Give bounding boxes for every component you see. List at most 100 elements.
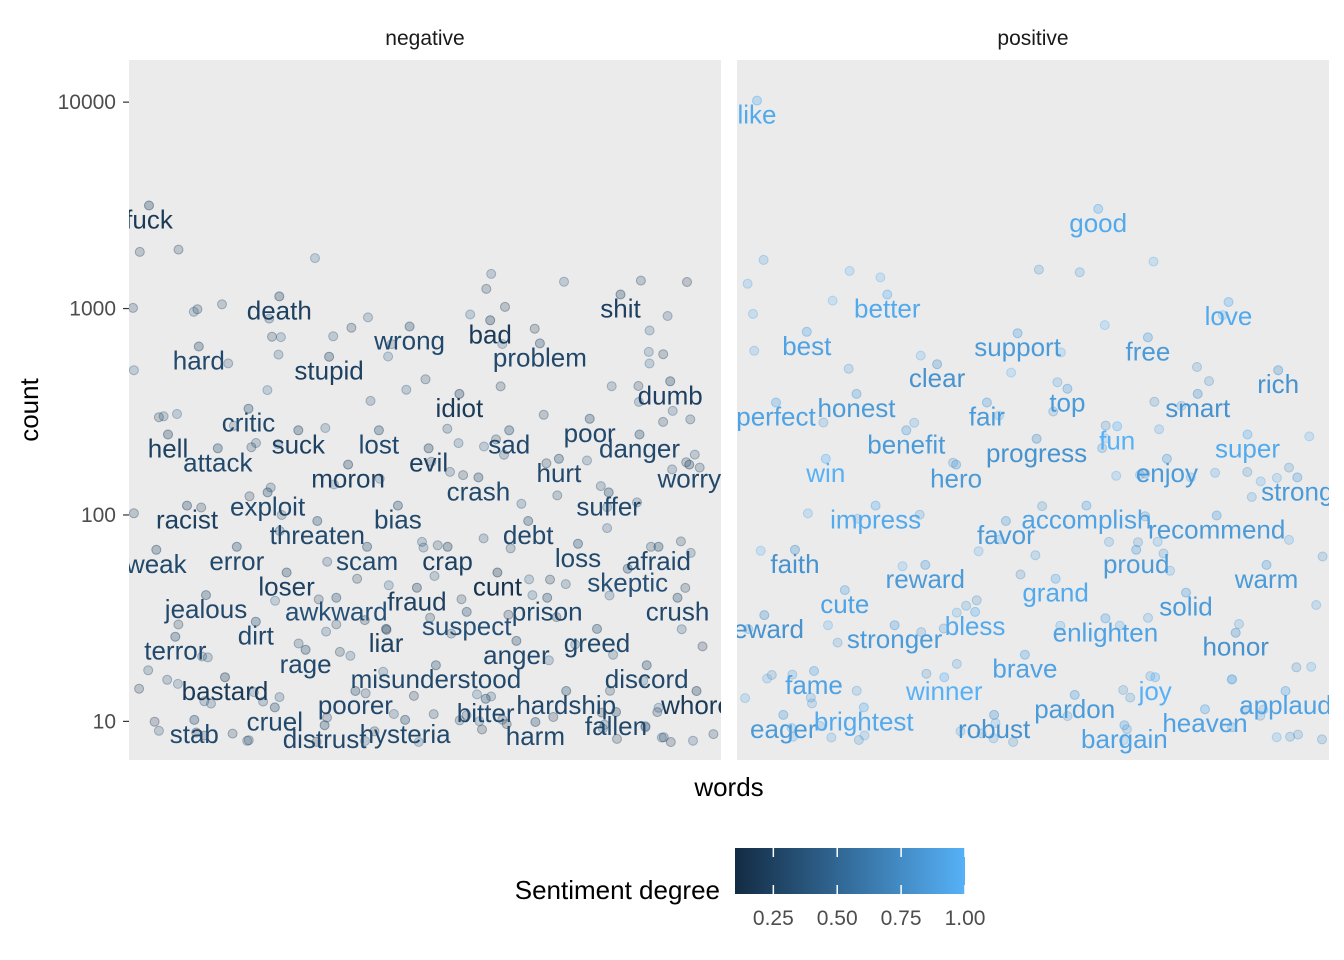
word-marker <box>373 425 384 436</box>
word-marker <box>201 590 211 601</box>
word-point-free: free <box>1125 332 1170 366</box>
word-marker <box>665 376 676 387</box>
word-point-suck: suck <box>272 425 326 459</box>
word-point-good: good <box>1069 203 1127 238</box>
background-point <box>228 420 239 431</box>
word-marker <box>243 403 254 414</box>
word-label: bad <box>469 319 512 349</box>
word-point-benefit: benefit <box>867 425 946 459</box>
background-point <box>543 655 554 666</box>
background-point <box>417 536 427 547</box>
word-label: evil <box>409 447 448 477</box>
word-marker <box>392 500 403 511</box>
word-label: heaven <box>1162 708 1247 738</box>
word-marker <box>1200 704 1210 715</box>
background-point <box>352 573 363 584</box>
background-point <box>570 639 581 650</box>
word-marker <box>480 693 491 704</box>
word-marker <box>182 500 192 511</box>
word-label: hysteria <box>360 719 452 749</box>
background-point <box>360 688 371 699</box>
word-label: sad <box>488 429 530 459</box>
background-point <box>921 668 932 679</box>
negative-background-points <box>129 244 719 747</box>
background-point <box>274 692 285 703</box>
background-point <box>638 675 649 686</box>
background-point <box>378 666 389 677</box>
word-label: crash <box>447 476 511 506</box>
word-label: attack <box>183 447 253 477</box>
word-label: win <box>805 458 845 488</box>
word-point-worry: worry <box>657 459 721 494</box>
word-label: idiot <box>436 393 484 423</box>
word-marker <box>430 660 441 671</box>
background-point <box>1284 462 1294 473</box>
word-point-fraud: fraud <box>387 582 447 617</box>
word-marker <box>473 472 484 483</box>
word-marker <box>274 291 285 302</box>
word-marker <box>324 351 335 362</box>
background-point <box>973 546 984 557</box>
background-point <box>559 276 569 287</box>
word-point-bless: bless <box>945 606 1005 641</box>
word-label: brightest <box>814 706 914 736</box>
background-point <box>456 594 467 605</box>
background-point <box>606 381 617 392</box>
word-label: moron <box>311 464 385 494</box>
word-point-bastard: bastard <box>182 672 268 706</box>
word-point-win: win <box>805 453 845 488</box>
background-point <box>162 674 173 685</box>
negative-labeled-words: fuck bad death shit wrong hard problem stupid du… <box>125 200 721 754</box>
background-point <box>359 615 370 626</box>
word-point-pardon: pardon <box>1034 689 1115 724</box>
background-point <box>1114 620 1125 631</box>
background-point <box>173 244 184 255</box>
word-label: weak <box>125 549 188 579</box>
background-point <box>1210 467 1221 478</box>
background-point <box>275 332 286 343</box>
background-point <box>685 414 696 425</box>
background-point <box>676 624 687 635</box>
word-point-liar: liar <box>369 623 404 658</box>
word-marker <box>759 610 770 621</box>
word-label: crap <box>422 546 473 576</box>
background-point <box>633 396 644 407</box>
word-label: hardship <box>516 690 616 720</box>
word-label: fallen <box>585 711 647 741</box>
word-label: grand <box>1022 578 1089 608</box>
background-point <box>265 482 276 493</box>
word-point-accomplish: accomplish <box>1021 500 1151 535</box>
background-point <box>646 541 656 552</box>
word-marker <box>423 443 434 454</box>
word-marker <box>300 644 311 655</box>
background-point <box>1226 674 1237 685</box>
background-point <box>446 628 457 639</box>
background-point <box>329 479 339 490</box>
background-point <box>273 349 284 360</box>
word-point-proud: proud <box>1103 544 1169 579</box>
word-point-problem: problem <box>493 338 587 372</box>
background-point <box>153 725 164 736</box>
background-point <box>1185 472 1196 483</box>
word-marker <box>250 616 261 627</box>
background-point <box>582 455 592 466</box>
background-point <box>1255 710 1266 721</box>
background-point <box>320 423 331 433</box>
background-point <box>1258 704 1269 715</box>
background-point <box>313 594 324 605</box>
background-point <box>501 719 512 730</box>
background-point <box>915 350 926 361</box>
word-marker <box>603 487 614 498</box>
word-point-hero: hero <box>930 459 982 494</box>
word-marker <box>534 338 545 349</box>
background-point <box>1143 612 1153 623</box>
background-point <box>242 735 253 746</box>
word-point-crash: crash <box>447 472 511 506</box>
word-label: bitter <box>457 698 515 728</box>
word-label: cute <box>820 589 869 619</box>
word-marker <box>193 341 204 352</box>
word-point-fame: fame <box>785 666 843 700</box>
background-point <box>1271 732 1282 743</box>
word-label: stronger <box>847 624 943 654</box>
word-label: liar <box>369 628 404 658</box>
